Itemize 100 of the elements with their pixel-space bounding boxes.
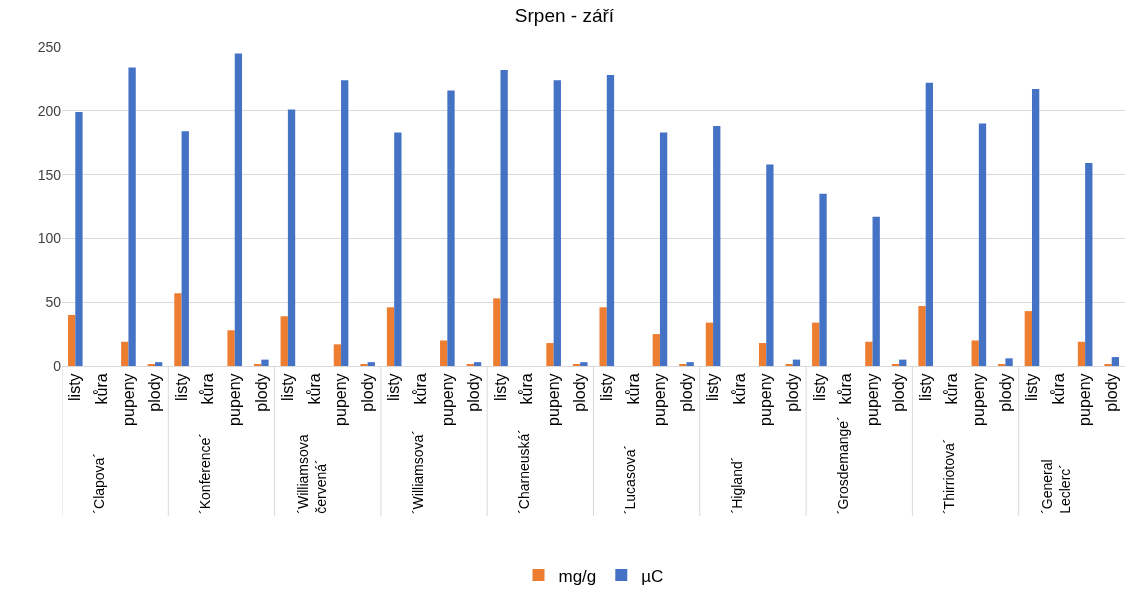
y-tick-label: 150 xyxy=(37,166,62,183)
bar xyxy=(971,340,979,366)
bar xyxy=(652,334,660,366)
x-tick-label: listy xyxy=(1023,373,1041,401)
x-tick-label: pupeny xyxy=(651,373,669,426)
bar xyxy=(394,132,402,366)
x-tick-label: listy xyxy=(704,373,722,401)
bar xyxy=(580,362,588,366)
bar xyxy=(440,340,448,366)
bar xyxy=(865,341,873,366)
bar xyxy=(174,293,182,366)
x-tick-label: kůra xyxy=(837,373,855,405)
bar xyxy=(1005,358,1013,366)
legend-label: mg/g xyxy=(558,566,597,586)
x-tick-label: pupeny xyxy=(757,373,775,426)
bar xyxy=(181,131,189,366)
bar xyxy=(500,69,508,366)
x-tick-label: plody xyxy=(784,373,802,412)
chart-title: Srpen - září xyxy=(514,5,615,27)
text: ´Thirriotova´ xyxy=(941,438,958,515)
bar xyxy=(333,344,342,366)
y-tick-label: 250 xyxy=(37,38,62,55)
text: ´Grosdemange´ xyxy=(835,416,852,515)
x-tick-label: plody xyxy=(358,373,376,412)
x-tick-label: listy xyxy=(597,373,615,401)
x-tick-label: kůra xyxy=(1049,373,1067,405)
bar xyxy=(341,80,349,366)
x-tick-label: listy xyxy=(810,373,828,401)
bar xyxy=(121,341,129,366)
x-tick-label: listy xyxy=(491,373,509,401)
x-tick-label: pupeny xyxy=(332,373,350,426)
bar xyxy=(128,67,136,366)
x-tick-label: pupeny xyxy=(970,373,988,426)
x-tick-label: pupeny xyxy=(863,373,881,426)
bar xyxy=(1111,357,1120,366)
text: ´Konference´ xyxy=(197,433,214,514)
bar xyxy=(918,306,926,366)
x-tick-label: plody xyxy=(571,373,589,412)
y-tick-label: 50 xyxy=(45,294,62,311)
bar xyxy=(553,80,561,366)
bar xyxy=(287,109,296,366)
bar xyxy=(1031,89,1040,366)
bar xyxy=(812,322,820,366)
bar xyxy=(75,112,83,366)
bar xyxy=(606,75,615,366)
text: ´Williamsova červená´ xyxy=(294,434,330,514)
x-tick-label: listy xyxy=(66,373,84,401)
x-tick-label: pupeny xyxy=(225,373,243,426)
x-tick-label: listy xyxy=(916,373,934,401)
text: ´Williamsova´ xyxy=(410,430,427,515)
x-tick-label: kůra xyxy=(305,373,323,405)
bar xyxy=(705,322,714,366)
y-tick-label: 0 xyxy=(53,357,62,374)
bar xyxy=(386,307,395,366)
x-tick-label: kůra xyxy=(943,373,961,405)
bar xyxy=(978,123,987,366)
text: ´General Leclerc´ xyxy=(1038,459,1074,514)
text: ´Charneuská´ xyxy=(515,429,532,514)
x-tick-label: plody xyxy=(996,373,1014,412)
x-tick-label: pupeny xyxy=(544,373,562,426)
bar xyxy=(473,362,482,366)
bar xyxy=(261,359,269,366)
x-tick-label: listy xyxy=(172,373,190,401)
bar xyxy=(155,362,163,366)
bar xyxy=(367,362,375,366)
bar xyxy=(766,164,774,366)
bar xyxy=(819,193,827,366)
x-tick-label: pupeny xyxy=(119,373,137,426)
x-tick-label: kůra xyxy=(93,373,111,405)
x-tick-label: kůra xyxy=(199,373,217,405)
bar xyxy=(1077,341,1086,366)
bar xyxy=(1085,163,1093,366)
bar xyxy=(546,343,554,366)
text: ´Lucasova´ xyxy=(622,444,639,515)
bar xyxy=(227,330,235,366)
x-tick-label: plody xyxy=(677,373,695,412)
x-tick-label: plody xyxy=(890,373,908,412)
bar xyxy=(67,314,76,366)
bar xyxy=(234,53,243,366)
y-tick-label: 200 xyxy=(37,102,62,119)
x-tick-label: kůra xyxy=(518,373,536,405)
x-tick-label: kůra xyxy=(624,373,642,405)
bar xyxy=(758,343,767,366)
legend-label: µC xyxy=(641,566,664,586)
bar xyxy=(659,132,668,366)
x-tick-label: listy xyxy=(279,373,297,401)
bar xyxy=(493,298,501,366)
bar xyxy=(1024,311,1032,366)
bar xyxy=(713,126,721,366)
bar xyxy=(872,216,880,366)
x-tick-label: plody xyxy=(146,373,164,412)
bar xyxy=(447,90,455,366)
x-tick-label: plody xyxy=(1102,373,1120,412)
bar xyxy=(599,307,607,366)
bar xyxy=(925,82,933,366)
x-tick-label: listy xyxy=(385,373,403,401)
text: ´Higland´ xyxy=(728,456,745,514)
x-tick-label: kůra xyxy=(730,373,748,405)
x-tick-label: pupeny xyxy=(1076,373,1094,426)
text: ´Clapova´ xyxy=(90,452,107,514)
